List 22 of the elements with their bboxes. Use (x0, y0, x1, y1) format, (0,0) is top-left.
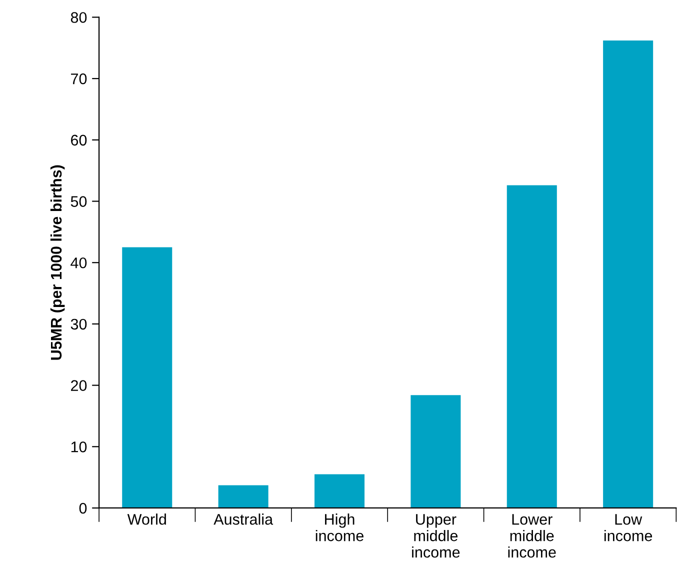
y-tick-label: 30 (70, 318, 87, 330)
y-tick-label: 10 (71, 442, 87, 452)
x-tick-label: World (127, 514, 166, 525)
y-tick-label: 60 (71, 134, 87, 146)
y-axis-title: U5MR (per 1000 live births) (50, 165, 65, 360)
y-tick-label: 40 (70, 257, 87, 268)
x-tick-label: Australia (214, 514, 274, 525)
bar (603, 40, 654, 508)
y-tick-label: 50 (70, 196, 87, 207)
x-tick-label: Upper middle income (412, 514, 460, 558)
bar (122, 247, 172, 508)
bar (506, 185, 557, 508)
y-tick-label: 70 (71, 73, 87, 84)
x-tick-label: High income (316, 514, 364, 542)
y-tick-label: 20 (71, 380, 87, 391)
y-tick-label: 0 (79, 502, 87, 514)
y-tick-label: 80 (70, 12, 87, 23)
x-tick-label: Lower middle income (508, 514, 556, 558)
bar (314, 474, 365, 508)
bar (410, 395, 461, 508)
bar (218, 485, 268, 508)
x-tick-label: Low income (604, 514, 652, 542)
